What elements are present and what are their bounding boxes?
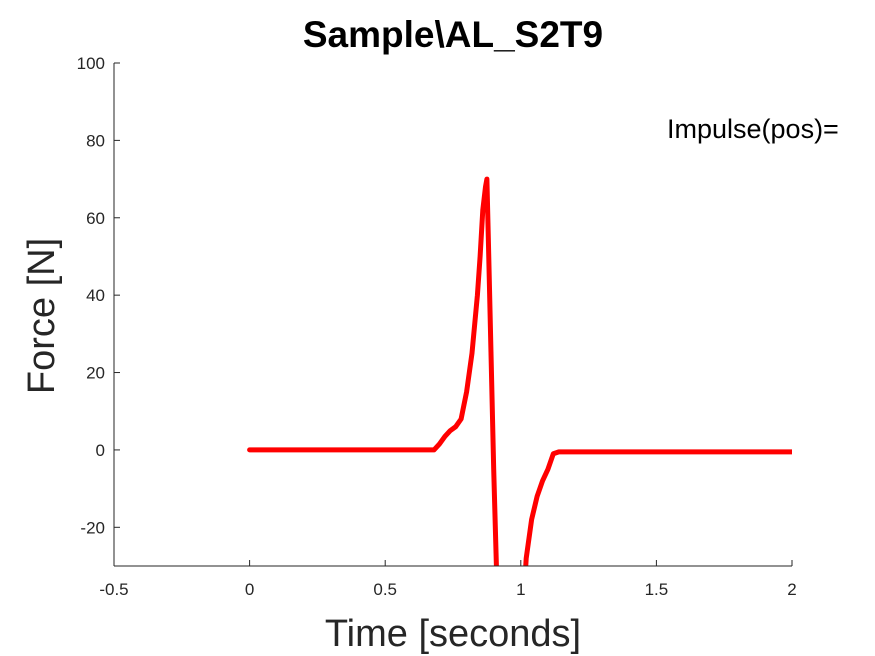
x-axis-label: Time [seconds] (325, 613, 581, 655)
y-tick-label: 60 (86, 209, 105, 228)
y-axis-label: Force [N] (21, 238, 63, 394)
x-tick-label: 1.5 (645, 580, 669, 599)
chart-title: Sample\AL_S2T9 (303, 14, 603, 55)
x-tick-labels: -0.5 0 0.5 1 1.5 2 (99, 580, 796, 599)
y-tick-label: 0 (96, 441, 105, 460)
y-tick-label: -20 (80, 518, 105, 537)
y-tick-label: 40 (86, 286, 105, 305)
y-tick-labels: -20 0 20 40 60 80 100 (77, 54, 105, 537)
y-tick-marks (114, 62, 120, 528)
impulse-annotation: Impulse(pos)= (667, 114, 839, 144)
x-tick-label: 0.5 (373, 580, 397, 599)
x-tick-label: 2 (787, 580, 796, 599)
y-tick-label: 20 (86, 364, 105, 383)
x-tick-marks (113, 560, 793, 566)
y-tick-label: 80 (86, 131, 105, 150)
x-tick-label: 1 (516, 580, 525, 599)
y-tick-label: 100 (77, 54, 105, 73)
series-line-0 (247, 176, 792, 566)
x-tick-label: 0 (245, 580, 254, 599)
x-tick-label: -0.5 (99, 580, 128, 599)
series-layer (247, 176, 792, 566)
